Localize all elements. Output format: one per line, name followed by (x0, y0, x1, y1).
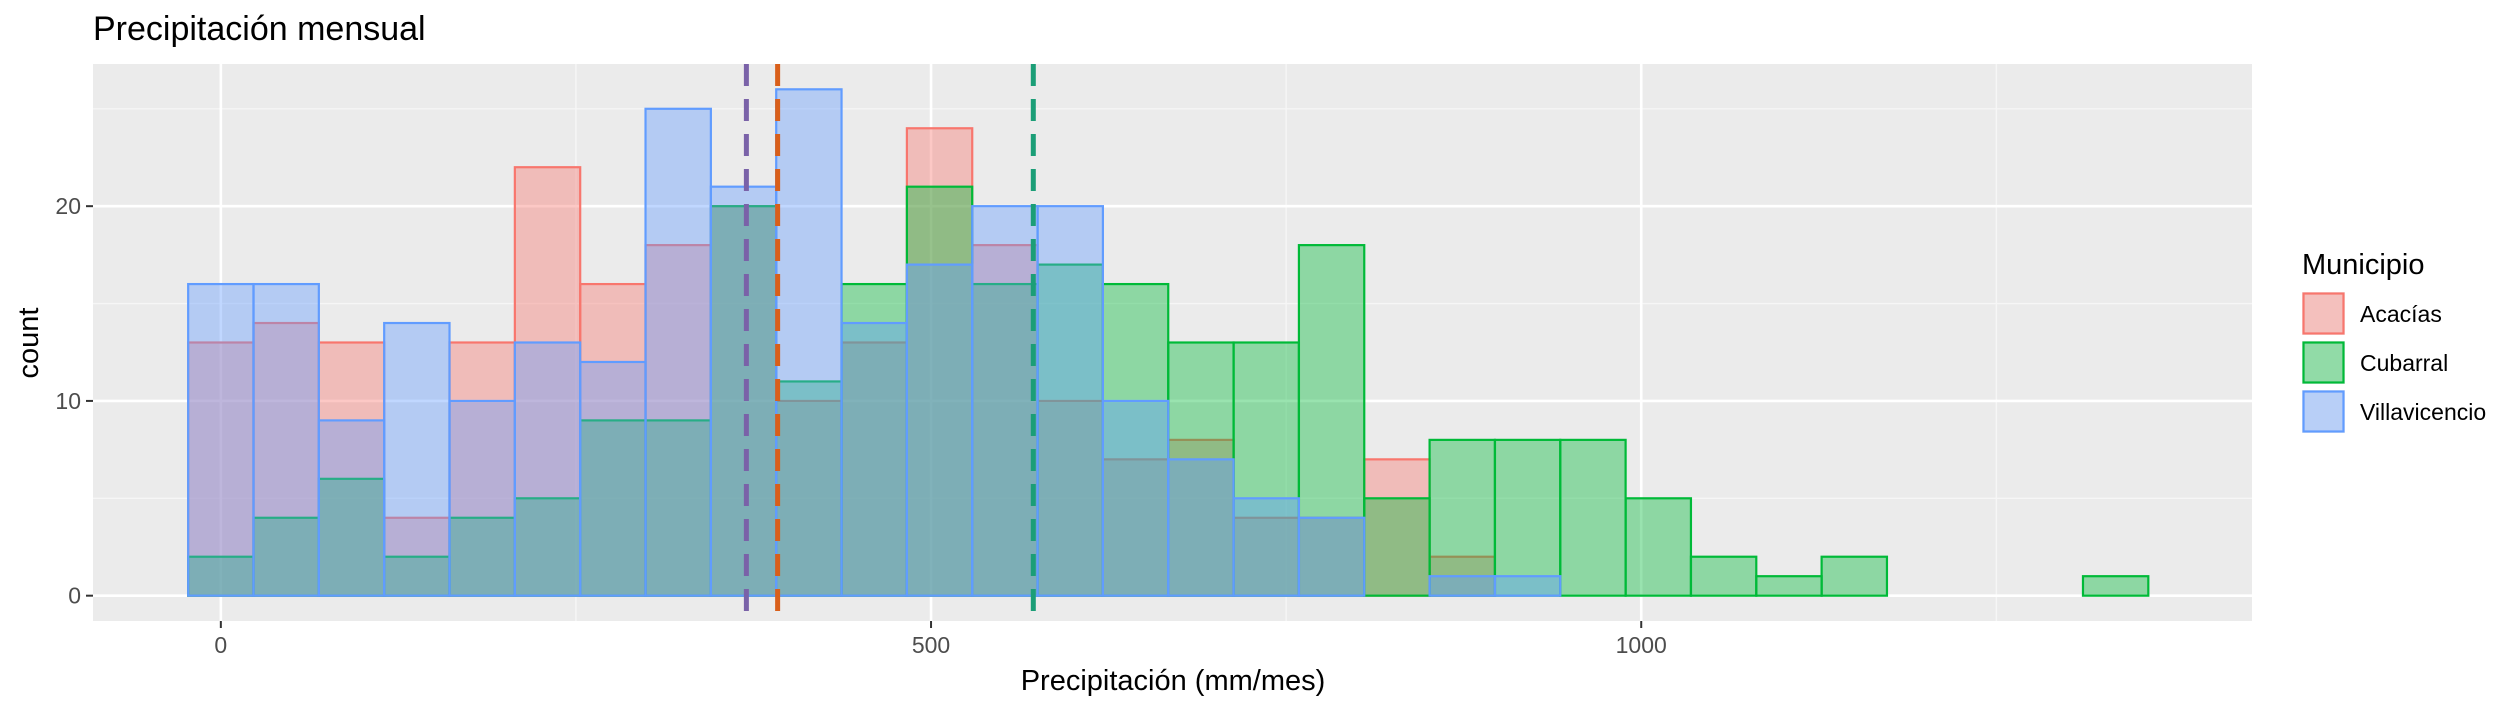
legend-label-cubarral: Cubarral (2360, 350, 2448, 376)
bar-villavicencio (644, 107, 712, 597)
y-axis-title: count (13, 308, 45, 379)
bar-villavicencio (840, 321, 908, 597)
bar-cubarral (1559, 438, 1627, 597)
bar-acacias (709, 205, 778, 597)
bar-villavicencio (775, 88, 843, 597)
bar-cubarral (383, 555, 451, 597)
legend-key-background (2302, 292, 2345, 335)
bar-villavicencio (1297, 516, 1366, 597)
bar-villavicencio (971, 205, 1039, 597)
bar-villavicencio (579, 360, 647, 597)
legend-title: Municipio (2302, 249, 2425, 281)
legend-label-acacias: Acacías (2360, 301, 2442, 327)
bar-cubarral (1755, 575, 1823, 597)
bar-cubarral (1689, 555, 1758, 597)
bar-cubarral (1820, 555, 1889, 597)
bar-acacias (905, 127, 974, 597)
bar-cubarral (1624, 497, 1693, 597)
legend-key-background (2302, 341, 2345, 384)
bar-villavicencio (905, 263, 974, 597)
y-tick-label: 0 (68, 583, 81, 609)
bar-cubarral (1363, 497, 1431, 597)
bar-villavicencio (1167, 458, 1235, 597)
bar-villavicencio (1232, 497, 1301, 597)
bar-cubarral (187, 555, 255, 597)
y-tick-label: 20 (55, 193, 81, 219)
bar-villavicencio (317, 419, 386, 597)
x-tick-label: 0 (214, 632, 227, 658)
bar-cubarral (971, 282, 1039, 597)
x-axis-title: Precipitación (mm/mes) (1021, 665, 1326, 697)
y-axis: 0 10 20 (55, 193, 93, 609)
bar-villavicencio (1101, 399, 1170, 597)
chart-title: Precipitación mensual (93, 10, 426, 48)
legend-key-background (2302, 390, 2345, 433)
bar-villavicencio (709, 185, 778, 597)
bar-villavicencio (513, 341, 582, 597)
bar-villavicencio (252, 282, 320, 597)
bar-cubarral (2081, 575, 2150, 597)
x-tick-label: 1000 (1616, 632, 1667, 658)
legend-label-villavicencio: Villavicencio (2360, 399, 2486, 425)
legend-key-acacias (2302, 292, 2345, 335)
series-villavicencio (187, 88, 1562, 597)
bar-acacias (840, 341, 908, 597)
legend-key-villavicencio (2302, 390, 2345, 433)
bar-cubarral (579, 419, 647, 597)
bar-cubarral (1428, 438, 1497, 597)
bar-villavicencio (187, 282, 255, 597)
bar-villavicencio (448, 399, 516, 597)
bar-acacias (317, 341, 386, 597)
x-tick-label: 500 (912, 632, 950, 658)
bar-cubarral (644, 419, 712, 597)
legend-key-cubarral (2302, 341, 2345, 384)
bar-villavicencio (1036, 205, 1105, 597)
bar-cubarral (1297, 244, 1366, 597)
legend: Municipio Acacías Cubarral Villavicencio (2302, 249, 2486, 433)
bar-cubarral (1101, 282, 1170, 597)
y-tick-label: 10 (55, 388, 81, 414)
bar-villavicencio (1428, 575, 1497, 597)
bar-villavicencio (383, 321, 451, 597)
mean-lines (743, 64, 1036, 621)
bar-villavicencio (1493, 575, 1562, 597)
x-axis: 0 500 1000 (214, 621, 1667, 658)
histogram-bars (187, 88, 2150, 597)
bar-cubarral (1493, 438, 1562, 597)
series-cubarral (187, 185, 2150, 597)
